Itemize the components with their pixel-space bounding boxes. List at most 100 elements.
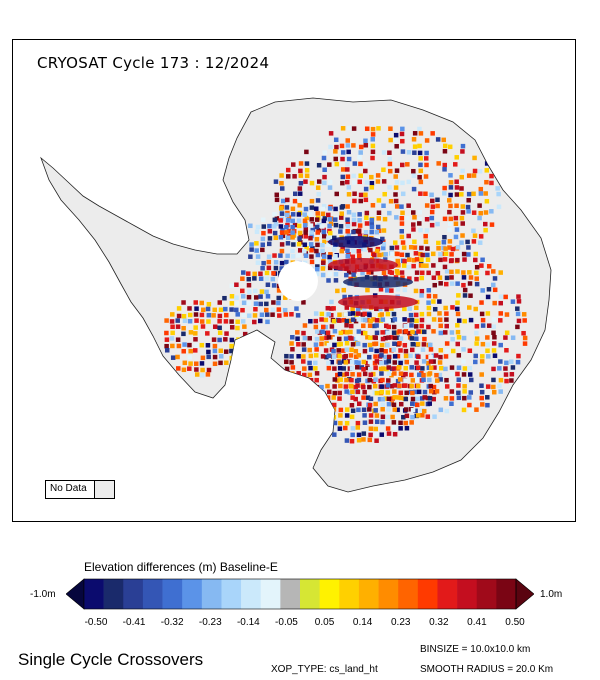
elevation-cell [368,372,374,377]
elevation-cell [290,235,295,240]
elevation-cell [296,212,302,217]
elevation-cell [240,307,245,313]
elevation-cell [176,366,181,371]
elevation-cell [320,224,325,229]
elevation-cell [254,248,259,253]
elevation-cell [417,150,423,156]
elevation-cell [320,266,326,271]
elevation-cell [386,354,392,360]
elevation-cell [374,318,380,323]
elevation-cell [385,311,391,317]
elevation-cell [229,307,234,312]
elevation-cell [443,281,449,287]
elevation-cell [193,337,198,342]
elevation-cell [460,221,465,226]
elevation-cell [206,319,211,324]
elevation-cell [249,247,254,252]
elevation-cell [381,245,386,251]
elevation-cell [314,248,319,254]
elevation-cell [229,294,235,299]
elevation-cell [484,179,489,185]
elevation-cell [468,317,474,323]
elevation-cell [426,318,432,324]
elevation-cell [297,223,302,229]
elevation-cell [322,150,328,155]
elevation-cell [304,149,309,155]
elevation-cell [235,354,240,359]
elevation-cell [325,426,330,431]
elevation-cell [296,371,301,376]
elevation-cell [264,289,269,295]
elevation-cell [370,143,376,149]
elevation-cell [278,235,284,240]
elevation-cell [352,180,357,185]
elevation-cell [389,258,395,263]
elevation-cell [324,354,329,360]
elevation-cell [358,192,364,198]
elevation-cell [387,168,393,174]
elevation-cell [435,221,440,227]
elevation-cell [415,342,421,347]
elevation-cell [489,209,494,214]
elevation-cell [442,216,448,222]
elevation-cell [176,343,182,349]
elevation-cell [344,371,350,377]
elevation-cell [337,365,343,371]
elevation-cell [455,306,460,312]
elevation-cell [407,330,412,336]
elevation-cell [428,383,433,389]
elevation-cell [351,143,356,148]
elevation-cell [241,348,246,353]
elevation-cell [296,218,302,223]
elevation-cell [409,372,414,378]
elevation-cell [267,236,273,241]
elevation-cell [265,294,271,299]
elevation-cell [424,162,429,168]
elevation-cell [392,371,397,376]
elevation-cell [432,389,437,395]
elevation-cell [461,347,466,352]
elevation-cell [395,353,401,359]
elevation-cell [362,371,368,377]
elevation-cell [332,390,338,396]
elevation-cell [297,197,302,202]
elevation-cell [315,252,321,258]
elevation-cell [339,205,345,210]
elevation-cell [456,383,461,388]
elevation-cell [343,336,349,341]
elevation-cell [344,438,350,443]
elevation-cell [394,144,399,149]
elevation-cell [428,389,434,394]
elevation-cell [310,227,315,232]
elevation-cell [437,317,443,323]
elevation-cell [429,192,434,198]
elevation-cell [418,179,424,185]
elevation-cell [434,372,439,378]
elevation-cell [351,248,356,254]
elevation-cell [313,324,319,330]
elevation-cell [350,432,355,438]
elevation-cell [358,144,364,150]
elevation-cell [223,337,228,342]
elevation-cell [332,366,337,371]
elevation-cell [348,353,354,358]
footer-title: Single Cycle Crossovers [18,650,204,669]
elevation-cell [474,341,479,346]
elevation-cell [407,276,412,281]
elevation-cell [435,270,441,276]
elevation-cell [205,343,211,348]
elevation-cell [315,211,320,216]
elevation-cell [416,329,421,334]
elevation-cell [443,305,448,311]
elevation-cell [406,233,411,239]
elevation-cell [373,341,379,346]
elevation-cell [375,248,380,254]
elevation-cell [255,224,261,230]
elevation-cell [381,179,387,184]
elevation-cell [337,312,342,317]
elevation-cell [340,126,346,131]
elevation-cell [455,329,461,335]
elevation-cell [467,395,472,400]
elevation-cell [419,245,424,251]
elevation-cell [258,301,264,307]
